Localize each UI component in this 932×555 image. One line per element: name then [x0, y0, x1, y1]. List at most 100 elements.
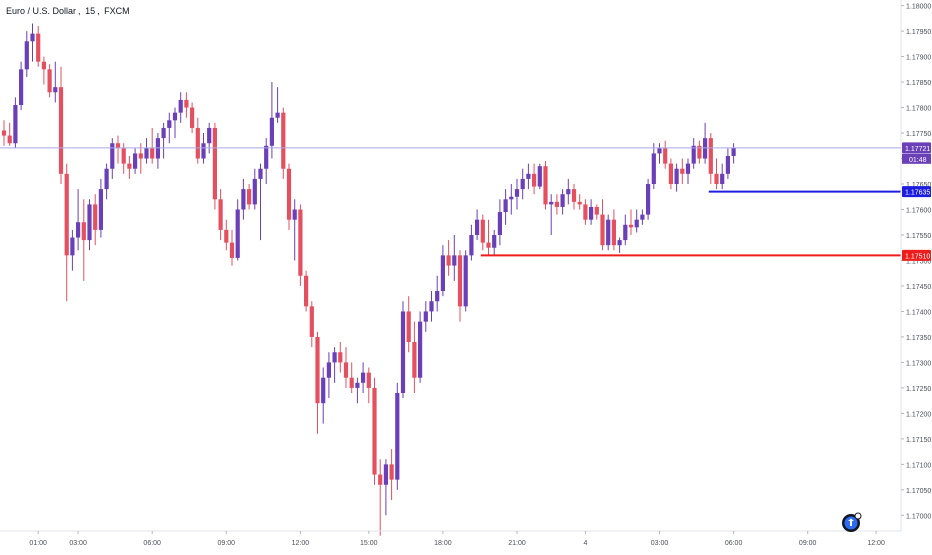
candle — [623, 214, 628, 246]
candle-body — [720, 173, 725, 185]
level-tag-red-label: 1.17510 — [905, 253, 930, 260]
candle-body — [298, 209, 303, 276]
candle — [235, 199, 240, 261]
candle-body — [623, 224, 628, 241]
price-axis[interactable]: 1.18000 1.17950 1.17900 1.17850 1.17800 1.177… — [901, 4, 931, 521]
candle — [1, 120, 7, 146]
candle-body — [646, 184, 651, 215]
candle — [486, 219, 491, 256]
countdown-bg — [902, 153, 931, 164]
candle — [514, 178, 520, 210]
y-tick-label: 1.17200 — [906, 411, 931, 418]
candle — [475, 209, 480, 241]
candle-body — [571, 189, 577, 202]
candle-body — [93, 204, 98, 230]
y-tick-label: 1.17650 — [906, 182, 931, 189]
candle — [30, 23, 35, 62]
candle-body — [167, 120, 172, 128]
tradingview-logo-icon[interactable] — [840, 512, 862, 534]
candle — [343, 347, 349, 388]
candle-body — [349, 377, 354, 388]
candle-body — [218, 199, 223, 230]
candle-body — [19, 69, 24, 106]
candle-body — [703, 138, 708, 159]
level-tag-blue-bg — [902, 186, 931, 198]
candle — [418, 311, 423, 383]
candle — [731, 143, 736, 164]
candle — [361, 362, 366, 394]
candle-body — [258, 168, 263, 179]
candle-body — [543, 166, 548, 205]
candle-body — [532, 173, 537, 187]
candle — [275, 87, 280, 123]
candle-body — [520, 178, 525, 190]
candle-body — [144, 148, 149, 159]
candle — [212, 122, 217, 210]
y-tick-label: 1.17350 — [906, 335, 931, 342]
candle — [532, 163, 537, 195]
y-tick-label: 1.17500 — [906, 258, 931, 265]
current-price-tag-label: 1.17721 — [905, 146, 930, 153]
candle-body — [178, 99, 183, 113]
candle — [286, 163, 292, 230]
candle-body — [583, 204, 588, 220]
candle — [560, 189, 565, 215]
candle-body — [600, 214, 605, 246]
candle-body — [651, 153, 656, 185]
candle-body — [606, 219, 611, 246]
candle — [383, 459, 388, 516]
candle — [520, 168, 525, 200]
candle-body — [435, 291, 440, 302]
candle — [583, 199, 588, 225]
candle-body — [685, 163, 691, 174]
candle-body — [1, 130, 7, 136]
candle — [634, 209, 639, 233]
candle — [668, 158, 673, 190]
candle — [480, 214, 485, 251]
time-axis[interactable]: 01:00 03:00 06:00 09:00 12:00 15:00 18:00 21:00… — [29, 531, 885, 547]
candle-body — [731, 147, 736, 156]
candle-body — [469, 234, 474, 256]
candle-body — [247, 189, 252, 205]
candle — [93, 194, 98, 246]
candle — [178, 92, 183, 123]
x-tick-label: 12:00 — [867, 540, 885, 547]
candle-body — [184, 99, 189, 108]
candle — [577, 194, 582, 210]
x-tick-label: 03:00 — [651, 540, 669, 547]
candle-body — [309, 306, 314, 337]
candle-body — [53, 87, 58, 93]
candle-body — [668, 163, 673, 185]
candle — [70, 229, 75, 271]
candle-body — [224, 229, 229, 243]
y-tick-label: 1.17750 — [906, 131, 931, 138]
candle — [24, 31, 29, 77]
candle-body — [406, 311, 411, 343]
candle — [127, 155, 132, 179]
candle — [685, 158, 691, 185]
candle — [53, 61, 58, 103]
candle — [497, 199, 502, 246]
candle-body — [549, 201, 554, 205]
candle-body — [212, 127, 217, 200]
candle-body — [640, 214, 645, 220]
candle-body — [252, 178, 257, 205]
candle-body — [241, 189, 246, 210]
candle — [697, 140, 702, 164]
x-tick-label: 06:00 — [725, 540, 743, 547]
candle — [469, 224, 474, 261]
candle — [172, 107, 178, 139]
candle-body — [452, 255, 457, 266]
candle — [338, 342, 343, 373]
candle — [224, 219, 229, 251]
candle-body — [47, 69, 52, 93]
candle-body — [201, 143, 206, 159]
candle-body — [110, 143, 115, 169]
candle — [58, 66, 64, 185]
x-tick-label: 09:00 — [799, 540, 817, 547]
candle-body — [321, 377, 326, 404]
candle-body — [366, 372, 371, 388]
candle — [378, 459, 383, 536]
